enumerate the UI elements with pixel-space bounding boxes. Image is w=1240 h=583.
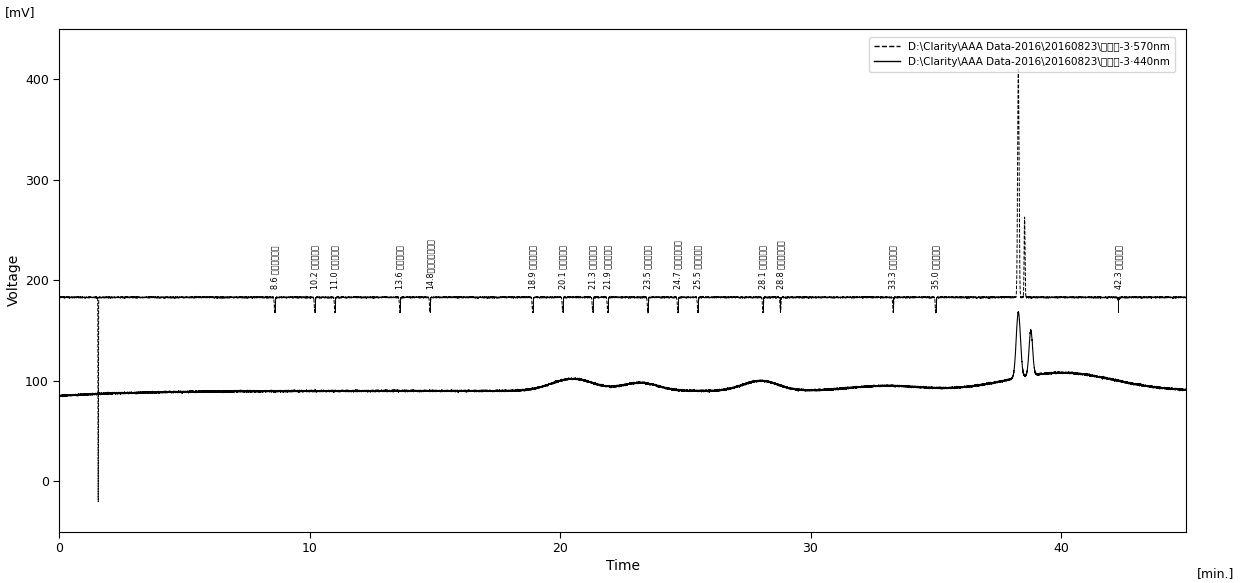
Text: 25.5 析高亮氨酸: 25.5 析高亮氨酸	[693, 245, 702, 289]
Text: [mV]: [mV]	[5, 6, 36, 19]
Y-axis label: Voltage: Voltage	[7, 254, 21, 307]
Text: 28.8 析高苯丙氨酸: 28.8 析高苯丙氨酸	[776, 241, 785, 289]
X-axis label: Time: Time	[605, 559, 640, 573]
Text: 23.5 析高胱氨酸: 23.5 析高胱氨酸	[644, 245, 652, 289]
Text: 11.0 析高丝氨酸: 11.0 析高丝氨酸	[330, 245, 340, 289]
Text: 33.3 析高赖氨酸: 33.3 析高赖氨酸	[889, 245, 898, 289]
Text: 10.2 析高苏氨酸: 10.2 析高苏氨酸	[310, 245, 319, 289]
Text: 42.3 析高精氨酸: 42.3 析高精氨酸	[1114, 245, 1123, 289]
Text: 21.9 析高胱氨酸: 21.9 析高胱氨酸	[603, 245, 613, 289]
Text: 20.1 析高丙氨酸: 20.1 析高丙氨酸	[558, 245, 567, 289]
Legend: D:\Clarity\AAA Data-2016\20160823\高明夫-3·570nm, D:\Clarity\AAA Data-2016\20160823: D:\Clarity\AAA Data-2016\20160823\高明夫-3·…	[868, 37, 1176, 72]
Text: 21.3 析高缬氨酸: 21.3 析高缬氨酸	[588, 245, 598, 289]
Text: 14.8析高脯氨酸氨酸: 14.8析高脯氨酸氨酸	[425, 238, 434, 289]
Text: 28.1 析高酪氨酸: 28.1 析高酪氨酸	[759, 245, 768, 289]
Text: 35.0 析高精氨酸: 35.0 析高精氨酸	[931, 245, 940, 289]
Text: [min.]: [min.]	[1198, 567, 1235, 580]
Text: 24.7 析高异亮氨酸: 24.7 析高异亮氨酸	[673, 241, 682, 289]
Text: 18.9 析高甘氨酸: 18.9 析高甘氨酸	[528, 245, 537, 289]
Text: 8.6 析高天冬氨酸: 8.6 析高天冬氨酸	[270, 246, 279, 289]
Text: 13.6 析高谷氨酸: 13.6 析高谷氨酸	[396, 245, 404, 289]
